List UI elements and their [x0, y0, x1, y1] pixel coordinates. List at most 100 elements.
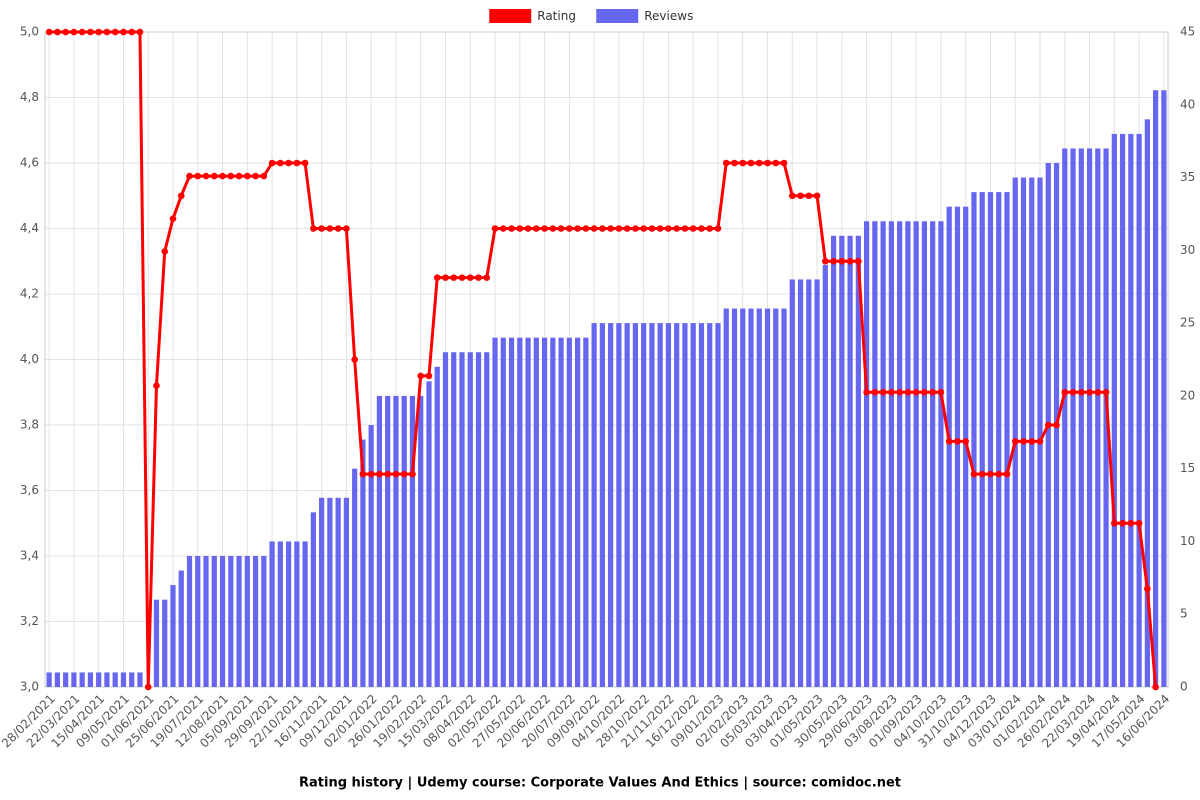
point [673, 225, 680, 232]
bar [748, 308, 754, 687]
bar [96, 672, 102, 687]
point [623, 225, 631, 232]
y2-tick-label: 40 [1180, 97, 1195, 111]
point [797, 192, 804, 200]
bar [137, 672, 143, 687]
point [995, 470, 1003, 478]
point [978, 470, 986, 478]
bar [1029, 177, 1035, 688]
bar [1095, 148, 1101, 687]
bar [797, 279, 804, 687]
bar [1070, 148, 1076, 687]
bar [459, 352, 465, 687]
point [962, 438, 969, 445]
bar [665, 323, 672, 687]
point [904, 388, 912, 396]
bar [608, 323, 614, 687]
bar [525, 337, 531, 687]
bar [649, 323, 655, 687]
point [475, 274, 482, 281]
bar [682, 323, 688, 687]
point [640, 225, 647, 232]
bar [368, 425, 374, 687]
point [260, 172, 268, 180]
bar [1161, 90, 1167, 687]
bar [913, 221, 919, 687]
y2-tick-label: 25 [1180, 316, 1195, 330]
bar [426, 381, 432, 687]
point [95, 28, 102, 36]
legend-label: Reviews [644, 9, 693, 23]
bar [1153, 90, 1159, 687]
bar [872, 221, 878, 687]
bar [1062, 148, 1068, 687]
legend-swatch [596, 9, 639, 23]
point [739, 159, 747, 167]
bar [385, 395, 391, 687]
bar [822, 264, 828, 687]
point [400, 470, 408, 478]
bar [806, 279, 812, 687]
bar [764, 308, 771, 687]
point [376, 470, 383, 478]
y-tick-label: 4,6 [20, 156, 39, 170]
point [310, 225, 317, 232]
bar [418, 395, 424, 687]
bar [707, 323, 713, 687]
point [615, 225, 623, 232]
bar [864, 221, 870, 687]
bar [211, 556, 217, 687]
point [698, 225, 705, 232]
point [549, 225, 557, 232]
y2-tick-label: 45 [1180, 25, 1195, 39]
point [896, 388, 903, 396]
point [1061, 388, 1069, 396]
point [45, 28, 53, 36]
point [656, 225, 664, 232]
point [648, 225, 656, 232]
bar [566, 337, 572, 687]
point [161, 248, 169, 255]
bar [583, 337, 589, 687]
bar [641, 323, 647, 687]
point [764, 159, 771, 167]
bar [401, 395, 407, 687]
chart-title: Rating history | Udemy course: Corporate… [299, 776, 901, 791]
bar [1136, 133, 1142, 687]
point [442, 274, 449, 281]
point [78, 28, 86, 36]
point [1020, 438, 1027, 445]
point [268, 159, 276, 167]
bar [550, 337, 556, 687]
point [524, 225, 532, 232]
point [334, 225, 342, 232]
bar [219, 556, 226, 687]
bar [855, 235, 861, 687]
bar [1078, 148, 1084, 687]
bar [574, 337, 581, 687]
bar [63, 672, 69, 687]
point [235, 172, 243, 180]
bar [698, 323, 705, 687]
point [929, 388, 936, 396]
y-tick-label: 4,2 [20, 287, 39, 301]
bar [731, 308, 738, 687]
point [318, 225, 325, 232]
point [1044, 421, 1052, 429]
point [417, 372, 425, 380]
bar [1012, 177, 1018, 688]
y2-tick-label: 15 [1180, 461, 1195, 475]
bar [517, 337, 523, 687]
bar [1037, 177, 1043, 688]
bar [335, 497, 341, 687]
y-tick-label: 3,6 [20, 483, 39, 497]
bar [46, 672, 52, 687]
point [384, 470, 391, 478]
bar [492, 337, 498, 687]
point [1144, 585, 1151, 593]
point [1011, 438, 1019, 445]
point [244, 172, 251, 180]
point [632, 225, 639, 232]
bar [632, 323, 639, 687]
